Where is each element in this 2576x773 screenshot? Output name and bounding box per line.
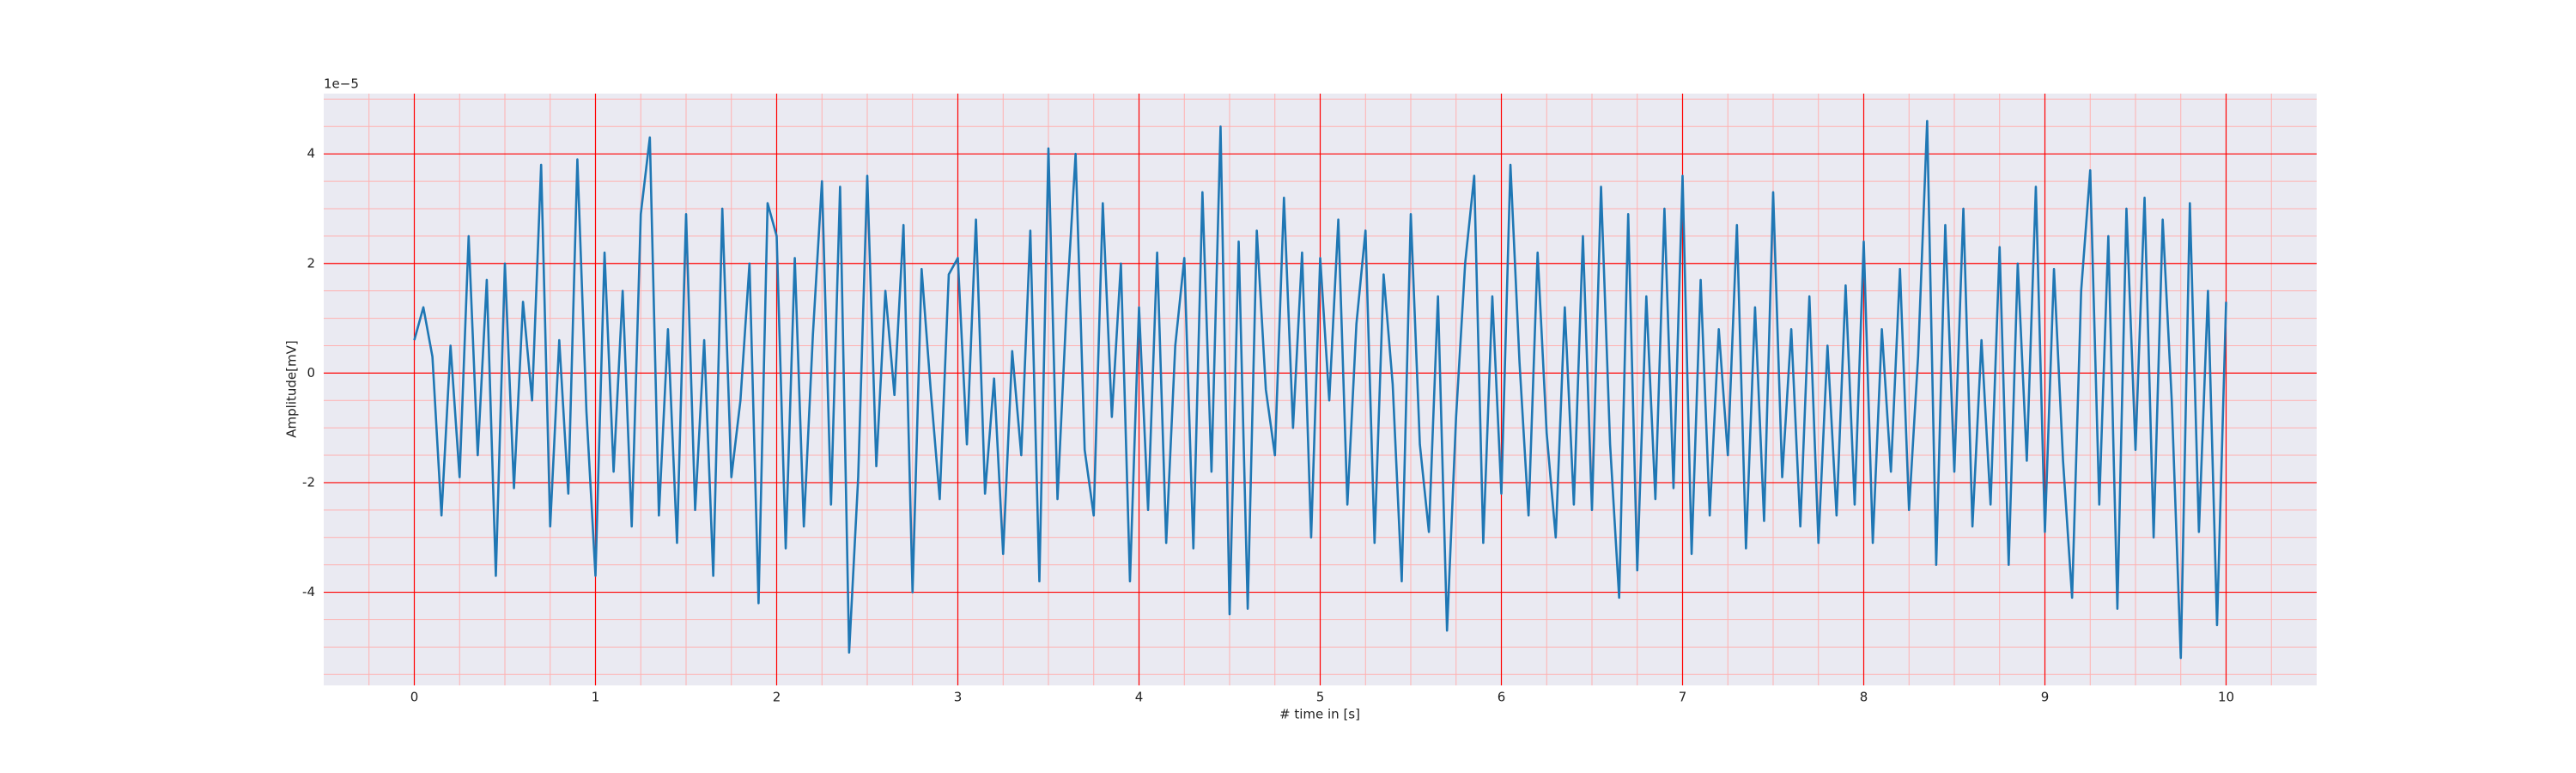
y-offset-label: 1e−5 bbox=[324, 76, 359, 92]
x-tick-label: 4 bbox=[1135, 690, 1144, 705]
x-tick-label: 3 bbox=[954, 690, 963, 705]
x-tick-label: 0 bbox=[410, 690, 419, 705]
y-tick-label: -2 bbox=[302, 474, 315, 490]
x-tick-label: 6 bbox=[1498, 690, 1506, 705]
x-tick-label: 5 bbox=[1316, 690, 1325, 705]
x-tick-label: 9 bbox=[2041, 690, 2050, 705]
y-tick-label: 2 bbox=[307, 255, 315, 271]
x-tick-label: 8 bbox=[1860, 690, 1868, 705]
y-tick-label: 0 bbox=[307, 365, 315, 380]
y-tick-label: -4 bbox=[302, 584, 315, 600]
x-axis-label: # time in [s] bbox=[1279, 707, 1360, 722]
x-tick-label: 1 bbox=[592, 690, 600, 705]
x-tick-label: 7 bbox=[1679, 690, 1687, 705]
x-tick-label: 10 bbox=[2218, 690, 2234, 705]
x-tick-label: 2 bbox=[773, 690, 781, 705]
y-tick-label: 4 bbox=[307, 146, 315, 161]
signal-line bbox=[413, 119, 2227, 660]
y-axis-label: Amplitude[mV] bbox=[284, 340, 300, 437]
